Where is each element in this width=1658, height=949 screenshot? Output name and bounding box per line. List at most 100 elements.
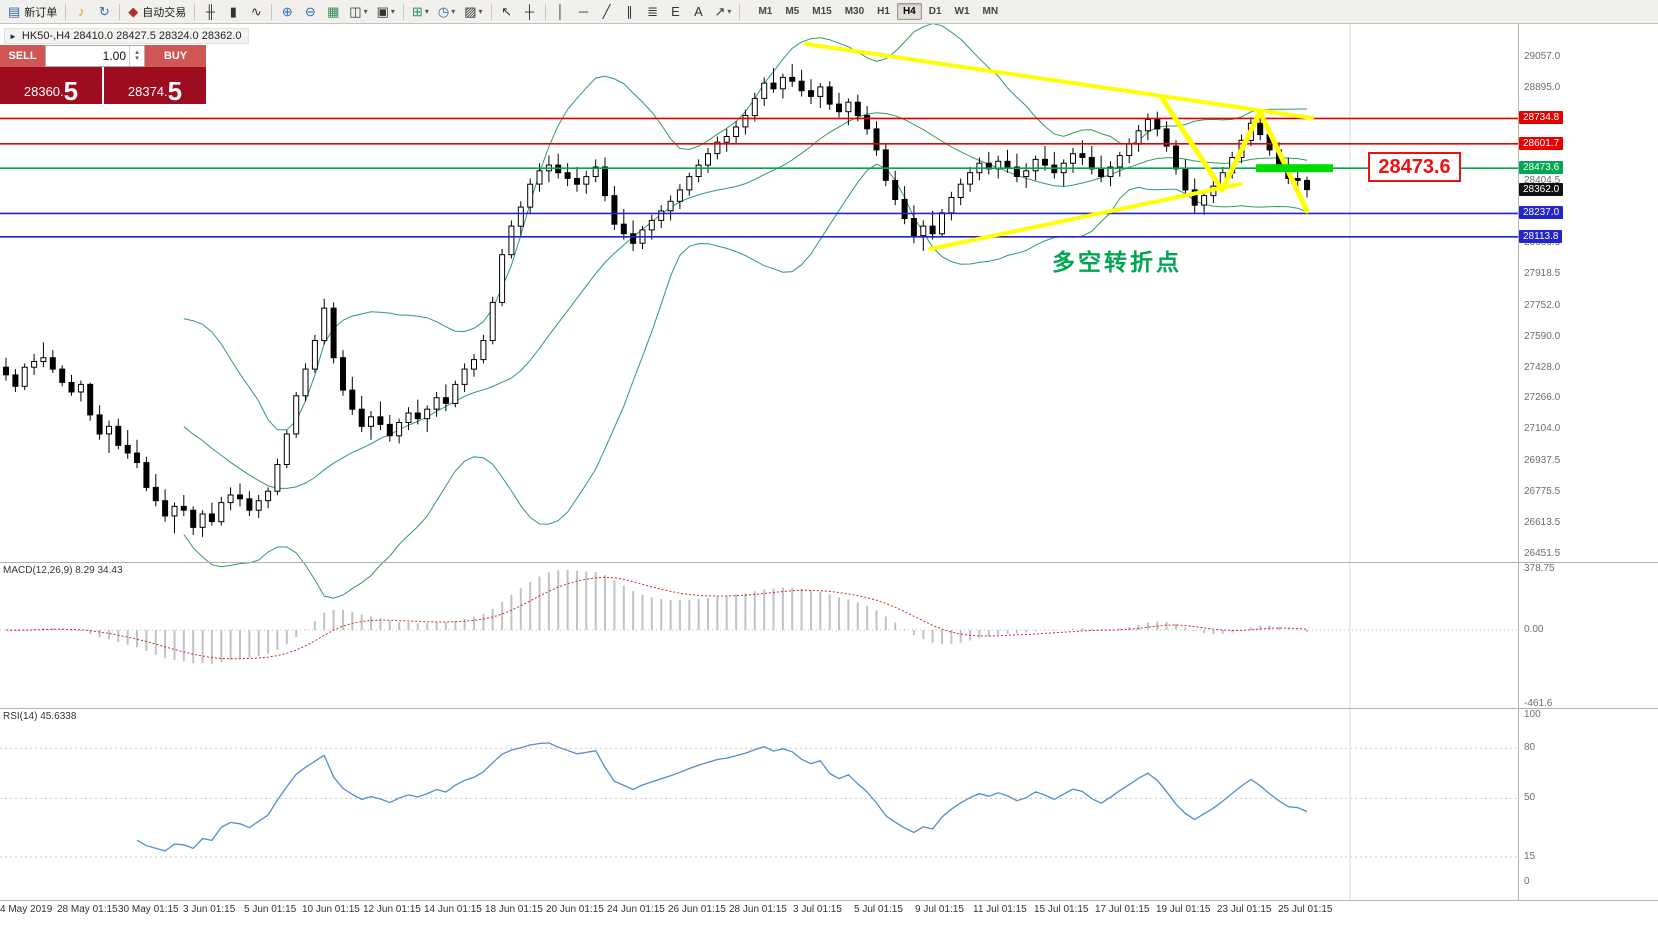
timeframe-w1-button[interactable]: W1	[954, 6, 970, 17]
sound-button[interactable]: ♪	[70, 2, 92, 22]
timeframe-h1-button[interactable]: H1	[877, 6, 890, 17]
crosshair-button[interactable]: ┼	[519, 2, 541, 22]
price-level-tag: 28237.0	[1519, 206, 1564, 220]
profiles-button[interactable]: ↻	[93, 2, 115, 22]
macd-axis-label: 0.00	[1524, 624, 1544, 635]
timeframe-m1-button[interactable]: M1	[758, 6, 773, 17]
fibonacci-button[interactable]: ≣	[642, 2, 664, 22]
time-axis-label: 10 Jun 01:15	[302, 904, 360, 915]
horizontal-line-button[interactable]: ─	[573, 2, 595, 22]
price-axis-label: 26937.5	[1524, 455, 1561, 467]
macd-rsi-splitter[interactable]	[0, 708, 1658, 709]
new-chart-button[interactable]: ◫ ▾	[345, 2, 371, 22]
grid-icon: ▦	[327, 4, 340, 19]
toolbar-separator	[544, 3, 546, 20]
price-axis-label: 29057.0	[1524, 51, 1561, 62]
timeframe-m15-button[interactable]: M15	[812, 6, 832, 17]
channel-icon: ∥	[626, 4, 633, 19]
chart-annotation-text[interactable]: 多空转折点	[1052, 249, 1182, 275]
price-axis-label: 27590.0	[1524, 330, 1561, 342]
tile-windows-button[interactable]: ▦	[322, 2, 344, 22]
time-axis-label: 30 May 01:15	[118, 904, 179, 915]
chevron-down-icon: ▾	[363, 7, 368, 16]
stepper-down-icon[interactable]: ▾	[135, 55, 139, 62]
expert-advisor-icon: ◆	[128, 4, 139, 19]
text-button[interactable]: A	[688, 2, 710, 22]
price-axis-label: 27266.0	[1524, 392, 1561, 404]
price-axis-label: 27918.5	[1524, 268, 1561, 280]
bar-chart-mode-button[interactable]: ╫	[199, 2, 221, 22]
line-chart-icon: ∿	[250, 4, 262, 19]
trendline-button[interactable]: ╱	[596, 2, 618, 22]
timeframe-m30-button[interactable]: M30	[844, 6, 865, 17]
indicators-button[interactable]: ⊞ ▾	[408, 2, 433, 22]
refresh-icon: ↻	[98, 4, 110, 19]
time-axis-label: 28 May 01:15	[57, 904, 118, 915]
chevron-down-icon: ▾	[727, 7, 732, 16]
chart-window-icon: ◫	[349, 4, 362, 19]
price-callout-box[interactable]: 28473.6	[1368, 152, 1461, 182]
rsi-axis-label: 15	[1524, 850, 1536, 862]
timeframe-h4-button[interactable]: H4	[896, 3, 922, 20]
volume-stepper[interactable]: ▴ ▾	[129, 46, 144, 66]
ellipse-button[interactable]: E	[665, 2, 687, 22]
candle-chart-mode-button[interactable]: ▮	[222, 2, 244, 22]
new-order-label: 新订单	[24, 6, 58, 19]
rsi-indicator	[0, 742, 1518, 858]
current-price-tag: 28362.0	[1519, 182, 1564, 196]
zoom-out-icon: ⊖	[304, 4, 316, 19]
main-macd-splitter[interactable]	[0, 562, 1658, 563]
sell-button[interactable]: SELL	[0, 45, 45, 67]
time-axis-label: 20 Jun 01:15	[546, 904, 604, 915]
rsi-timeaxis-splitter[interactable]	[0, 900, 1658, 901]
price-highlight-bar[interactable]	[1256, 164, 1333, 173]
templates-button[interactable]: ▨ ▾	[460, 2, 486, 22]
time-axis-label: 3 Jun 01:15	[183, 904, 236, 915]
time-axis-label: 5 Jul 01:15	[854, 904, 903, 915]
horizontal-line-icon: ─	[578, 4, 589, 19]
rsi-axis-label: 100	[1524, 708, 1541, 720]
main-toolbar: ▤ 新订单 ♪ ↻ ◆ 自动交易 ╫ ▮ ∿ ⊕ ⊖ ▦ ◫ ▾ ▣ ▾ ⊞ ▾ ◷ ▾ ▨ ▾ ↖ ┼ │ ─ ╱ ∥ ≣ E A ↗ ▾ M1…	[0, 0, 1658, 24]
toolbar-separator	[271, 3, 273, 20]
new-order-button[interactable]: ▤ 新订单	[4, 2, 61, 22]
time-axis-label: 28 Jun 01:15	[729, 904, 787, 915]
timeframe-d1-button[interactable]: D1	[928, 6, 942, 17]
time-axis-label: 3 Jul 01:15	[793, 904, 842, 915]
time-axis-label: 17 Jul 01:15	[1095, 904, 1150, 915]
price-axis-label: 26775.5	[1524, 486, 1561, 498]
channel-button[interactable]: ∥	[619, 2, 641, 22]
macd-axis-label: -461.6	[1524, 697, 1553, 709]
cursor-button[interactable]: ↖	[496, 2, 518, 22]
line-chart-mode-button[interactable]: ∿	[245, 2, 267, 22]
sell-price-button[interactable]: 28360. 5	[0, 67, 102, 104]
timeframe-mn-button[interactable]: MN	[982, 6, 999, 17]
periods-button[interactable]: ◷ ▾	[434, 2, 459, 22]
zoom-out-button[interactable]: ⊖	[299, 2, 321, 22]
new-order-icon: ▤	[8, 4, 21, 19]
chart-profiles-button[interactable]: ▣ ▾	[373, 2, 399, 22]
chevron-down-icon: ▾	[424, 7, 429, 16]
price-level-tag: 28734.8	[1519, 111, 1564, 125]
price-axis-label: 28404.5	[1524, 175, 1561, 187]
buy-price-button[interactable]: 28374. 5	[104, 67, 206, 104]
volume-input[interactable]: 1.00 ▴ ▾	[45, 45, 145, 67]
buy-button[interactable]: BUY	[145, 45, 206, 67]
horizontal-level-lines[interactable]	[0, 117, 1518, 238]
rsi-axis-label: 0	[1524, 876, 1530, 887]
yellow-trendlines[interactable]	[804, 42, 1314, 251]
arrows-button[interactable]: ↗ ▾	[711, 2, 736, 22]
timeframe-m5-button[interactable]: M5	[785, 6, 800, 17]
auto-trading-button[interactable]: ◆ 自动交易	[124, 2, 190, 22]
zoom-in-button[interactable]: ⊕	[276, 2, 298, 22]
time-axis-label: 11 Jul 01:15	[973, 904, 1027, 915]
stepper-up-icon[interactable]: ▴	[135, 49, 139, 56]
vertical-line-button[interactable]: │	[550, 2, 572, 22]
time-axis-label: 24 Jun 01:15	[607, 904, 665, 915]
text-icon: A	[694, 4, 703, 19]
toolbar-separator	[194, 3, 196, 20]
cursor-icon: ↖	[501, 4, 512, 19]
macd-axis-label: 378.75	[1524, 563, 1555, 575]
time-axis-label: 23 Jul 01:15	[1217, 904, 1272, 915]
time-axis-label: 15 Jul 01:15	[1034, 904, 1089, 915]
